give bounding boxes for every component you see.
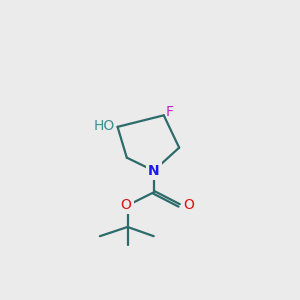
- Text: N: N: [148, 164, 160, 178]
- Text: O: O: [121, 198, 131, 212]
- Text: HO: HO: [94, 119, 115, 133]
- Text: O: O: [183, 198, 194, 212]
- Text: F: F: [166, 105, 174, 119]
